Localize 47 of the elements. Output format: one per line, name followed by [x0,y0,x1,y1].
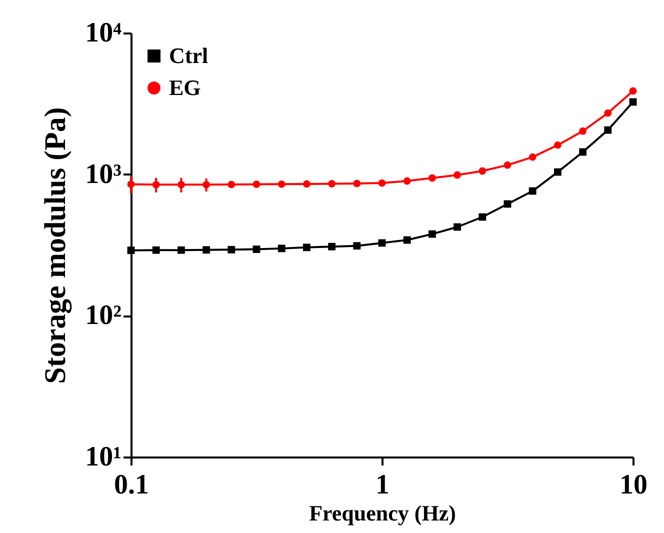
y-axis-title: Storage modulus (Pa) [39,107,72,384]
point [278,180,286,188]
point [528,187,536,195]
point [228,180,236,188]
point [554,168,562,176]
point [579,148,587,156]
point [378,239,386,247]
point [302,244,310,252]
point [454,223,461,231]
point [579,127,587,135]
point [252,246,260,253]
point [127,246,135,254]
point [428,174,436,182]
legend-label: EG [169,75,201,100]
point [178,246,185,254]
point [454,171,461,179]
point [278,244,286,252]
x-tick-label: 1 [376,470,390,500]
point [504,161,512,169]
y-tick-label: 10¹ [85,442,122,472]
point [604,109,612,117]
point [378,179,386,187]
legend-label: Ctrl [169,43,208,68]
x-tick-label: 0.1 [114,470,149,500]
point [403,177,411,185]
point [554,141,562,149]
point [252,180,260,188]
point [604,126,612,134]
point [353,180,361,188]
point [478,213,486,221]
point [328,180,336,188]
point [228,246,236,254]
point [528,153,536,161]
point [152,246,160,254]
point [328,242,336,250]
point [202,246,210,254]
x-tick-label: 10 [620,470,648,500]
x-axis-title: Frequency (Hz) [309,500,456,526]
point [428,230,436,238]
point [403,236,411,244]
point [629,87,637,95]
point [302,180,310,188]
y-tick-label: 10² [85,300,122,332]
point [353,242,361,250]
point [478,167,486,175]
y-tick-label: 10⁴ [85,18,122,48]
y-tick-label: 10³ [85,158,122,190]
